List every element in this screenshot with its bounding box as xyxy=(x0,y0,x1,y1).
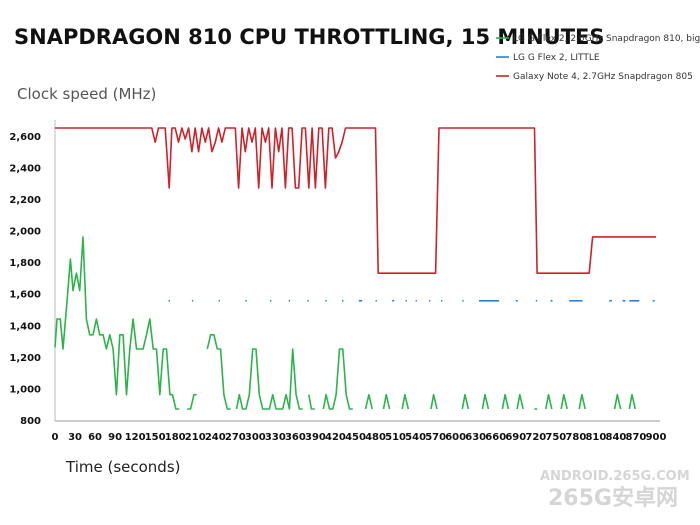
legend-label-1: LG G Flex 2, LITTLE xyxy=(513,53,600,63)
x-tick-label: 720 xyxy=(525,432,546,443)
series-line-0 xyxy=(481,393,490,410)
x-axis-label: Time (seconds) xyxy=(65,458,181,476)
y-tick-label: 2,600 xyxy=(9,132,41,143)
y-tick-label: 2,400 xyxy=(9,163,41,174)
x-tick-label: 840 xyxy=(605,432,626,443)
x-tick-label: 660 xyxy=(485,432,506,443)
y-tick-label: 1,800 xyxy=(9,258,41,269)
x-tick-label: 300 xyxy=(245,432,266,443)
series-group xyxy=(54,127,656,410)
chart-title: SNAPDRAGON 810 CPU THROTTLING, 15 MINUTE… xyxy=(14,25,605,49)
x-tick-label: 210 xyxy=(185,432,206,443)
series-line-0 xyxy=(308,394,315,410)
x-tick-label: 330 xyxy=(265,432,286,443)
watermark-line3: 安卓网 xyxy=(612,485,678,511)
x-tick-label: 870 xyxy=(626,432,647,443)
legend-label-2: Galaxy Note 4, 2.7GHz Snapdragon 805 xyxy=(513,72,693,82)
x-tick-label: 480 xyxy=(365,432,386,443)
x-tick-label: 510 xyxy=(385,432,406,443)
series-line-0 xyxy=(322,348,353,410)
y-tick-label: 1,000 xyxy=(9,384,41,395)
x-tick-label: 810 xyxy=(585,432,606,443)
x-tick-label: 90 xyxy=(108,432,122,443)
series-line-0 xyxy=(560,393,568,410)
series-line-0 xyxy=(235,348,303,410)
x-tick-label: 900 xyxy=(646,432,667,443)
y-tick-label: 2,200 xyxy=(9,195,41,206)
series-line-2 xyxy=(55,127,656,275)
x-tick-label: 120 xyxy=(125,432,146,443)
x-tick-label: 450 xyxy=(345,432,366,443)
series-line-0 xyxy=(501,393,510,410)
y-tick-label: 1,400 xyxy=(9,321,41,332)
x-tick-label: 390 xyxy=(305,432,326,443)
series-line-0 xyxy=(516,393,524,410)
watermark-line1: ANDROID.265G.COM xyxy=(540,469,690,484)
series-line-0 xyxy=(613,393,622,410)
series-line-0 xyxy=(461,393,470,410)
x-tick-label: 30 xyxy=(68,432,82,443)
x-tick-label: 630 xyxy=(465,432,486,443)
series-line-0 xyxy=(628,393,637,410)
x-tick-label: 750 xyxy=(545,432,566,443)
series-line-0 xyxy=(187,393,197,410)
x-tick-label: 240 xyxy=(205,432,226,443)
series-line-0 xyxy=(578,393,586,410)
series-line-0 xyxy=(430,393,438,410)
legend: LG G Flex 2, 2.0GHz Snapdragon 810, big L… xyxy=(496,34,700,82)
legend-label-0: LG G Flex 2, 2.0GHz Snapdragon 810, big xyxy=(513,34,700,44)
axes: 800 1,000 1,200 1,400 1,600 1,800 2,000 2,200 2,… xyxy=(9,120,666,443)
watermark-line2: 265G xyxy=(548,486,612,511)
x-tick-label: 600 xyxy=(445,432,466,443)
series-line-0 xyxy=(401,393,410,410)
x-tick-label: 420 xyxy=(325,432,346,443)
y-tick-label: 2,000 xyxy=(9,227,41,238)
y-axis-label: Clock speed (MHz) xyxy=(17,85,156,103)
x-tick-label: 270 xyxy=(225,432,246,443)
series-line-0 xyxy=(54,236,180,410)
x-tick-label: 150 xyxy=(145,432,166,443)
x-tick-label: 570 xyxy=(425,432,446,443)
x-tick-label: 690 xyxy=(505,432,526,443)
series-line-0 xyxy=(206,333,231,410)
x-tick-label: 0 xyxy=(52,432,59,443)
y-tick-label: 1,200 xyxy=(9,353,41,364)
watermark: ANDROID.265G.COM 265G 安卓网 xyxy=(540,469,690,511)
x-tick-label: 60 xyxy=(88,432,102,443)
series-line-0 xyxy=(364,393,373,410)
x-tick-label: 780 xyxy=(565,432,586,443)
x-tick-label: 540 xyxy=(405,432,426,443)
y-tick-label: 1,600 xyxy=(9,290,41,301)
series-line-0 xyxy=(382,393,391,410)
y-tick-label: 800 xyxy=(20,416,41,427)
x-tick-label: 180 xyxy=(165,432,186,443)
series-line-0 xyxy=(545,393,553,410)
x-tick-label: 360 xyxy=(285,432,306,443)
